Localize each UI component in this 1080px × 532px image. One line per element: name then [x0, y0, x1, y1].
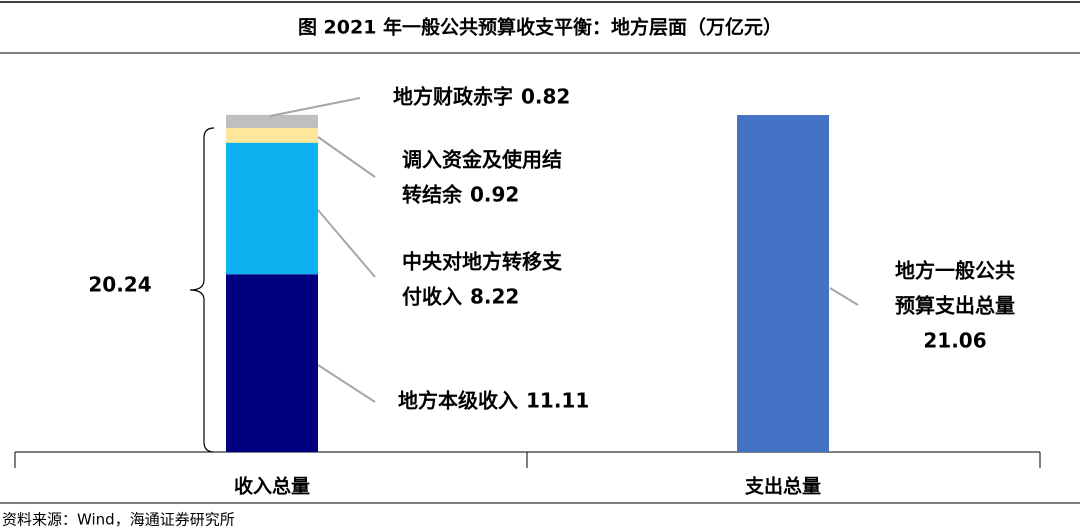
bar-segment: [226, 114, 318, 128]
label-text: 地方本级收入: [398, 389, 518, 413]
value-label: 21.06: [923, 329, 986, 353]
bar-segment: [226, 274, 318, 452]
brace: [189, 127, 215, 453]
value-label: 11.11: [526, 389, 589, 413]
leader-line: [269, 97, 361, 117]
bar-segment: [737, 115, 829, 452]
label-text: 付收入: [402, 285, 462, 309]
chart-title: 图 2021 年一般公共预算收支平衡：地方层面（万亿元）: [298, 16, 782, 39]
value-label: 0.82: [521, 85, 570, 109]
value-label: 0.92: [470, 183, 519, 207]
leader-line: [317, 136, 376, 178]
label-text: 地方一般公共: [895, 259, 1015, 283]
x-tick-label: 支出总量: [744, 475, 821, 498]
x-tick-label: 收入总量: [234, 475, 310, 498]
leader-line: [317, 209, 376, 278]
label-text: 中央对地方转移支: [402, 250, 563, 274]
label-text: 地方财政赤字: [393, 85, 513, 109]
label-text: 转结余: [402, 183, 463, 207]
label-text: 预算支出总量: [895, 294, 1015, 318]
bar-segment: [226, 142, 318, 275]
value-label: 8.22: [470, 285, 519, 309]
brace-label: 20.24: [88, 273, 151, 297]
leader-line: [829, 287, 859, 306]
label-text: 调入资金及使用结: [402, 148, 562, 172]
leader-line: [317, 364, 376, 403]
bar-segment: [226, 128, 318, 143]
source-note: 资料来源：Wind，海通证券研究所: [2, 511, 235, 529]
